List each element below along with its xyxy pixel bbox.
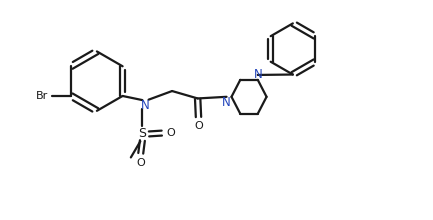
Text: O: O xyxy=(194,121,203,132)
Text: N: N xyxy=(141,99,150,112)
Text: O: O xyxy=(166,128,175,138)
Text: Br: Br xyxy=(36,91,48,101)
Text: O: O xyxy=(136,158,145,168)
Text: N: N xyxy=(253,68,262,81)
Text: S: S xyxy=(139,127,146,140)
Text: N: N xyxy=(222,96,231,109)
